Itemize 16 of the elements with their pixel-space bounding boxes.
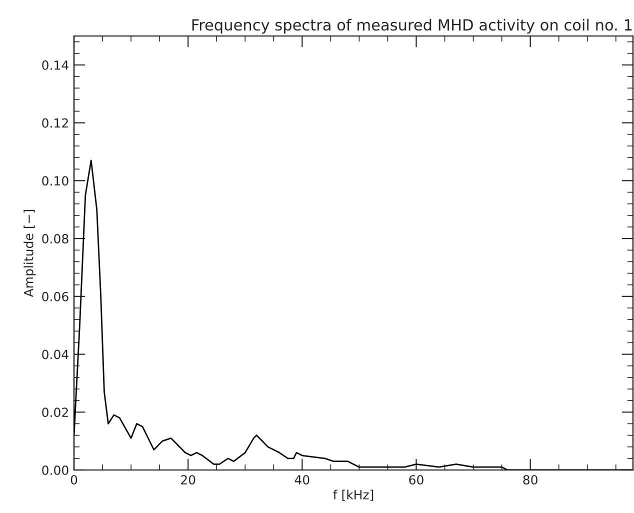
x-tick-label: 0 bbox=[70, 475, 78, 485]
x-tick-label: 40 bbox=[294, 475, 310, 485]
x-tick-label: 80 bbox=[523, 475, 538, 485]
y-tick-label: 0.06 bbox=[42, 292, 68, 302]
y-tick-label: 0.00 bbox=[42, 465, 68, 475]
y-tick-label: 0.14 bbox=[42, 60, 68, 70]
y-tick-label: 0.12 bbox=[42, 118, 68, 128]
x-axis-title: f [kHz] bbox=[333, 490, 374, 501]
y-tick-label: 0.10 bbox=[42, 176, 68, 186]
y-tick-label: 0.08 bbox=[42, 234, 68, 244]
y-tick-label: 0.02 bbox=[42, 408, 68, 418]
y-axis-title: Amplitude [−] bbox=[24, 210, 36, 298]
x-tick-label: 20 bbox=[181, 475, 196, 485]
chart-title: Frequency spectra of measured MHD activity on coil no. 1 bbox=[192, 18, 632, 34]
x-tick-label: 60 bbox=[409, 475, 424, 485]
y-tick-label: 0.04 bbox=[42, 350, 68, 360]
